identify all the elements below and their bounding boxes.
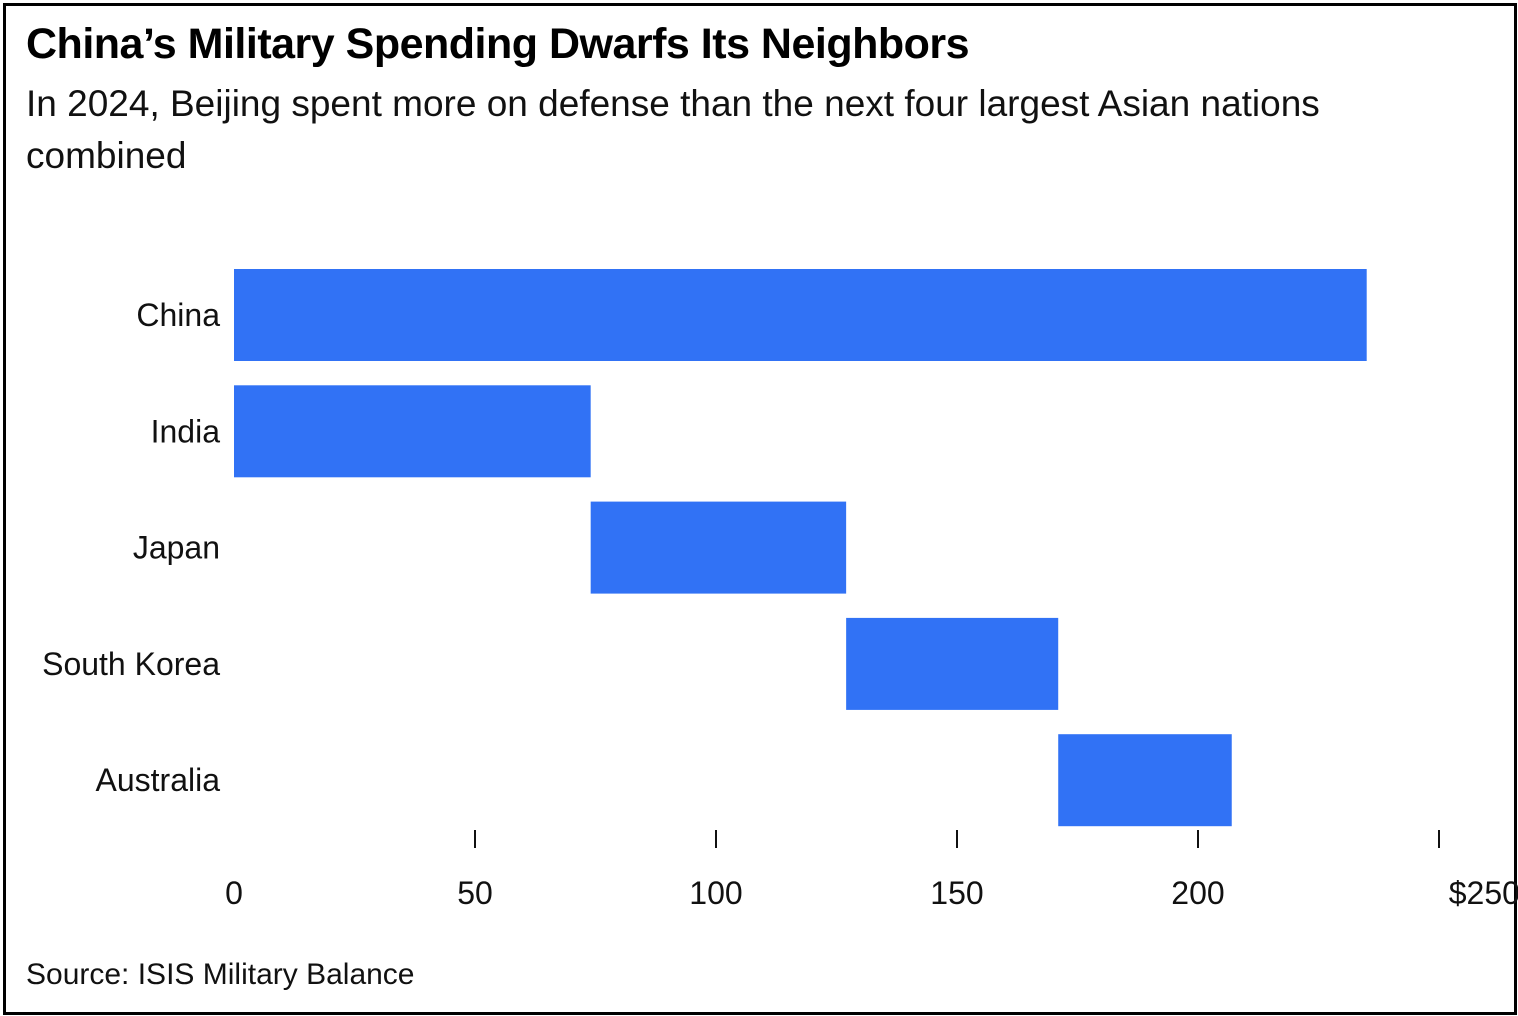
category-label-australia: Australia	[96, 762, 221, 798]
chart-title: China’s Military Spending Dwarfs Its Nei…	[26, 20, 970, 68]
bar-australia	[1058, 734, 1232, 827]
bar-japan	[590, 501, 847, 594]
category-label-china: China	[136, 297, 220, 333]
category-label-south-korea: South Korea	[42, 646, 220, 682]
category-label-india: India	[151, 413, 221, 449]
bar-south-korea	[846, 617, 1059, 710]
bar-china	[234, 269, 1367, 361]
source-note: Source: ISIS Military Balance	[26, 958, 415, 991]
x-axis: 0 50 100 150 200 $250B	[225, 830, 1518, 911]
x-tick-label-100: 100	[689, 875, 742, 911]
bars-layer	[234, 269, 1367, 827]
x-tick-label-50: 50	[457, 875, 493, 911]
bar-india	[234, 385, 591, 478]
x-tick-label-0: 0	[225, 875, 243, 911]
x-tick-label-250: $250B	[1449, 875, 1518, 911]
category-labels-layer: China India Japan South Korea Australia	[42, 297, 220, 798]
chart-subtitle: In 2024, Beijing spent more on defense t…	[26, 83, 1320, 176]
category-label-japan: Japan	[133, 530, 220, 566]
x-tick-label-150: 150	[930, 875, 983, 911]
x-tick-label-200: 200	[1171, 875, 1224, 911]
